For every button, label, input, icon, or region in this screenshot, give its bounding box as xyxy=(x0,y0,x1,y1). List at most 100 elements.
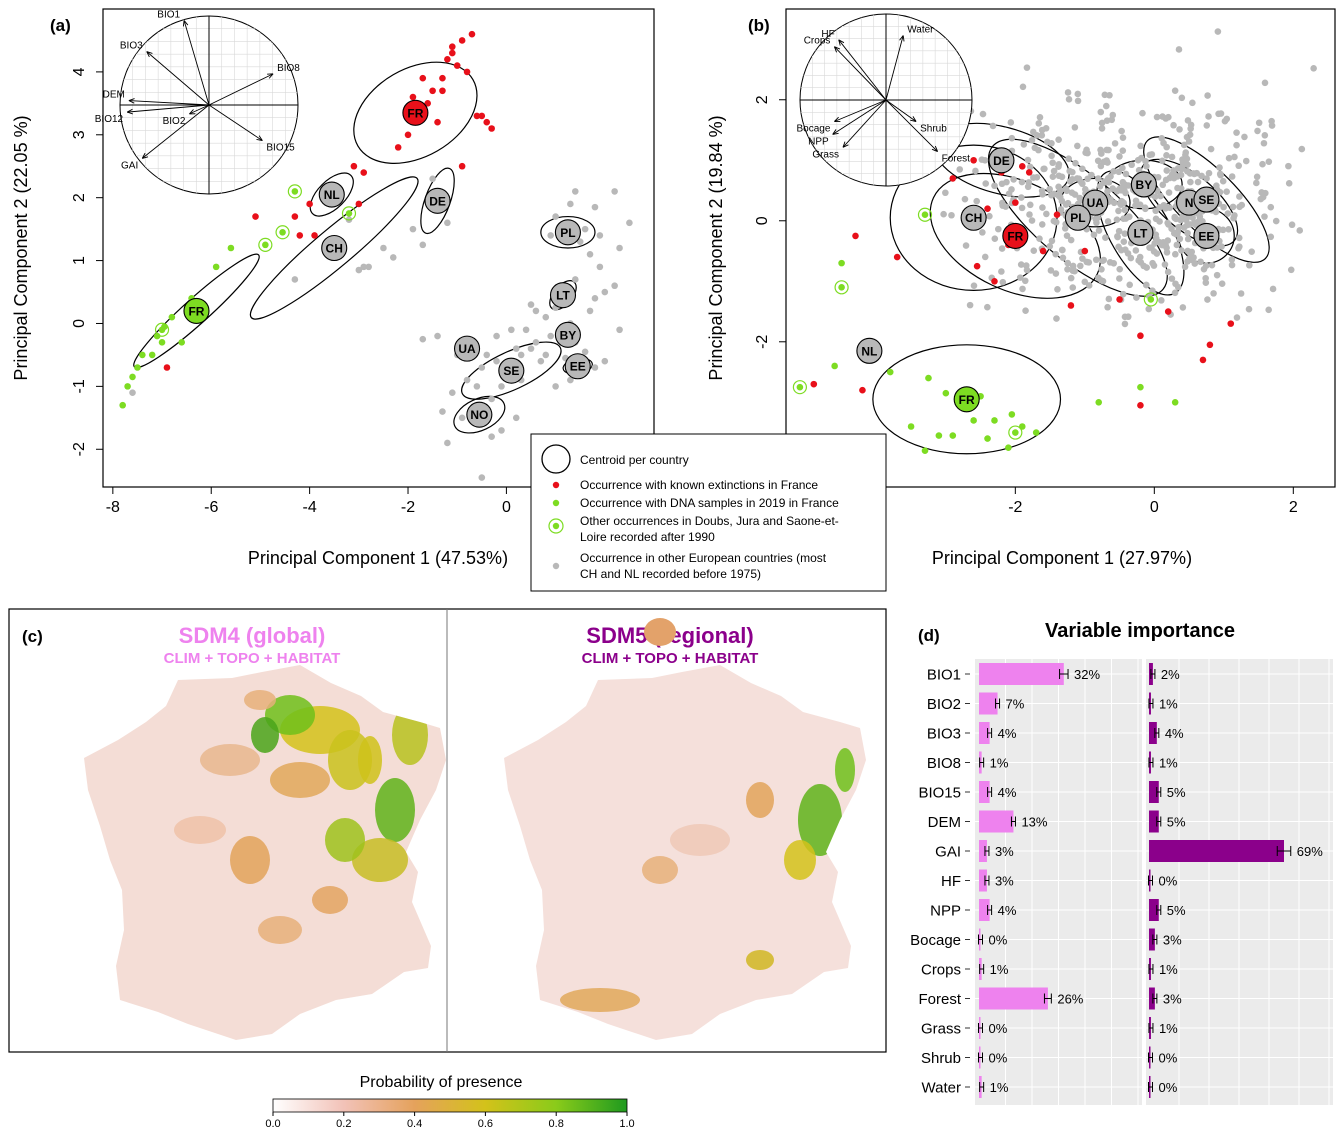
point-extinct xyxy=(1227,320,1235,327)
sdm5-probability-layer xyxy=(560,748,866,1012)
point-other-europe xyxy=(1119,147,1127,154)
point-extinct xyxy=(306,200,313,208)
point-other-europe xyxy=(616,244,623,252)
loading-label: BIO15 xyxy=(266,143,295,154)
bar-value-label: 13% xyxy=(1021,815,1047,830)
point-other-europe xyxy=(1236,193,1243,200)
point-other-europe xyxy=(1255,119,1263,127)
point-other-europe xyxy=(1165,221,1172,228)
point-other-europe xyxy=(1204,92,1211,99)
sdm5-map xyxy=(504,618,866,1040)
point-other-europe xyxy=(986,212,993,220)
point-other-europe xyxy=(970,282,978,289)
point-other-europe xyxy=(547,332,554,340)
point-extinct xyxy=(1067,302,1075,309)
x-tick-label: 0 xyxy=(1150,499,1159,516)
point-other-europe xyxy=(1063,232,1071,239)
point-other-europe xyxy=(1159,157,1166,165)
point-extinct xyxy=(1039,247,1047,255)
point-other-europe xyxy=(1163,244,1170,252)
point-other-europe xyxy=(1221,117,1229,125)
point-other-europe xyxy=(1064,266,1071,273)
point-other-europe xyxy=(1098,125,1106,132)
loading-arrow xyxy=(141,104,210,159)
point-other-europe xyxy=(1265,158,1273,166)
point-other-europe xyxy=(1035,120,1043,127)
point-other-europe xyxy=(1055,136,1062,143)
point-other-europe xyxy=(1077,262,1084,270)
point-other-europe xyxy=(567,376,574,384)
y-tick-label: 0 xyxy=(754,216,771,225)
point-extinct xyxy=(448,49,456,57)
error-bar xyxy=(1148,1052,1153,1063)
point-other-europe xyxy=(532,307,540,315)
point-other-europe xyxy=(1174,184,1181,192)
loading-arrowhead xyxy=(832,129,839,135)
point-other-europe xyxy=(616,326,623,334)
point-other-europe xyxy=(1048,152,1055,160)
category-label-forest: Forest xyxy=(918,991,961,1008)
point-other-europe xyxy=(1202,262,1210,269)
point-other-europe xyxy=(1094,175,1102,182)
point-other-europe xyxy=(1107,173,1114,180)
point-other-europe xyxy=(1058,173,1066,181)
point-other-europe xyxy=(586,307,594,315)
legend-item-other-fr: Other occurrences in Doubs, Jura and Sao… xyxy=(580,514,842,544)
point-other-europe xyxy=(1064,89,1072,96)
point-other-france-ring xyxy=(275,225,290,240)
point-other-europe xyxy=(1053,315,1060,322)
point-other-france-ring xyxy=(341,206,357,221)
point-other-europe xyxy=(1017,261,1025,268)
point-other-europe xyxy=(596,232,604,239)
point-other-europe xyxy=(972,167,979,175)
colorbar-tick-label: 0.8 xyxy=(549,1118,564,1130)
point-dna xyxy=(134,364,141,371)
point-other-europe xyxy=(1023,266,1031,274)
loading-label: BIO3 xyxy=(120,41,143,52)
map-panel-c: (c) SDM4 (global) CLIM + TOPO + HABITAT … xyxy=(8,608,887,1130)
point-other-europe xyxy=(365,263,372,271)
centroid-label-se: SE xyxy=(503,364,519,378)
point-other-europe xyxy=(1109,185,1117,192)
point-other-europe xyxy=(1065,155,1072,162)
point-other-europe xyxy=(1116,265,1124,273)
point-other-europe xyxy=(542,313,550,321)
sdm4-patch xyxy=(251,717,279,753)
point-dna xyxy=(1137,383,1144,391)
colorbar-ticks: 0.0 0.2 0.4 0.6 0.8 1.0 xyxy=(265,1112,635,1130)
point-extinct xyxy=(458,162,466,170)
point-other-europe xyxy=(940,210,947,218)
bar-value-label: 69% xyxy=(1297,844,1323,859)
point-extinct xyxy=(296,232,304,239)
centroid-ch xyxy=(960,204,987,231)
point-other-europe xyxy=(1102,234,1109,242)
legend: Centroid per country Occurrence with kno… xyxy=(530,433,887,592)
point-other-europe xyxy=(1039,204,1046,211)
point-other-europe xyxy=(1096,183,1104,190)
point-other-europe xyxy=(1099,257,1106,265)
point-dna xyxy=(119,401,126,409)
ellipse-nl xyxy=(309,172,354,217)
centroid-ee xyxy=(564,353,591,380)
point-other-europe xyxy=(1149,259,1156,267)
panel-a-centroids: FR NL DE CH FR PL LT BY UA EE SE NO xyxy=(183,99,591,428)
point-other-europe xyxy=(1219,226,1227,234)
point-other-europe xyxy=(1030,174,1037,181)
point-other-europe xyxy=(1261,79,1269,87)
bar-panel-d: (d) Variable importance 32% 7% 4% 1% 4% 13% 3%… xyxy=(910,620,1333,1105)
colorbar-tick-label: 0.2 xyxy=(336,1118,351,1130)
point-other-europe xyxy=(498,427,505,434)
point-extinct xyxy=(444,56,451,63)
point-other-europe xyxy=(488,395,495,403)
point-dna xyxy=(907,423,915,430)
point-other-europe xyxy=(591,203,599,211)
point-other-europe xyxy=(1176,235,1184,243)
centroid-fr xyxy=(1002,222,1029,249)
centroid-fr xyxy=(953,386,980,413)
centroid-label-no: NO xyxy=(470,408,488,422)
bar-value-label: 5% xyxy=(1167,785,1186,800)
point-other-europe xyxy=(601,357,609,365)
point-other-europe xyxy=(626,219,633,227)
point-other-europe xyxy=(591,364,599,371)
loading-arrowhead xyxy=(842,141,849,148)
